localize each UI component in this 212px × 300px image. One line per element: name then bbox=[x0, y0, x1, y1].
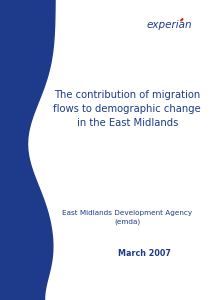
Text: The contribution of migration
flows to demographic change
in the East Midlands: The contribution of migration flows to d… bbox=[53, 91, 201, 128]
Text: East Midlands Development Agency
(emda): East Midlands Development Agency (emda) bbox=[62, 210, 192, 225]
Text: experian: experian bbox=[147, 20, 192, 31]
Text: March 2007: March 2007 bbox=[118, 249, 171, 258]
